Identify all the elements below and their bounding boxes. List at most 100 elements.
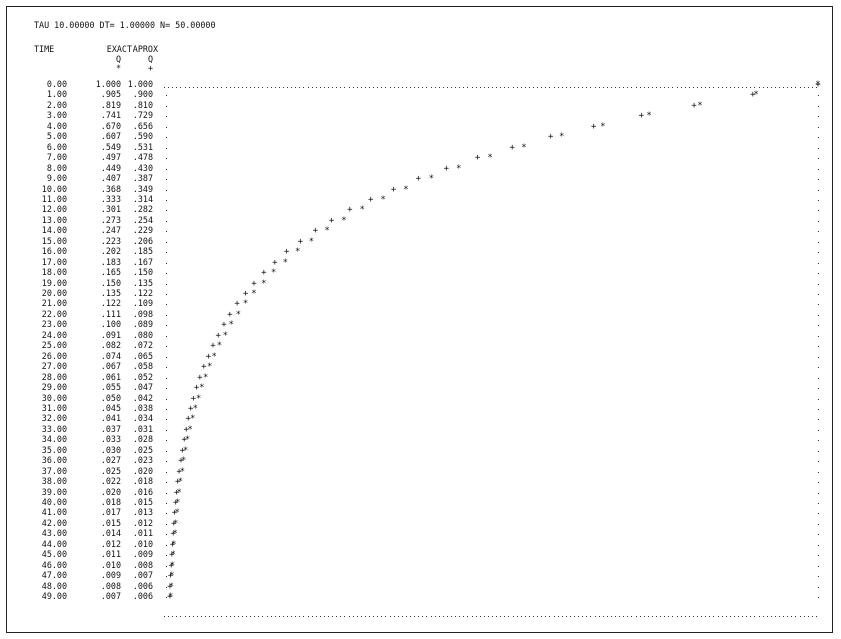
plot-border-dot-right: [818, 189, 819, 191]
exact-point: *: [173, 518, 179, 529]
plot-border-dot-left: [166, 523, 167, 525]
cell-aprox: .065: [132, 350, 153, 361]
plot-border-dot-bottom: [475, 616, 477, 617]
cell-exact: .122: [100, 298, 121, 309]
plot-border-dot-top: [434, 87, 436, 88]
cell-exact: .009: [100, 570, 121, 581]
plot-border-dot-bottom: [549, 616, 551, 617]
plot-border-dot-left: [166, 126, 167, 128]
exact-point: *: [190, 414, 196, 425]
cell-exact: .025: [100, 465, 121, 476]
plot-border-dot-bottom: [241, 616, 243, 617]
cell-time: 16.00: [41, 246, 67, 257]
plot-border-dot-top: [762, 87, 764, 88]
plot-border-dot-top: [225, 87, 227, 88]
plot-border-dot-bottom: [750, 616, 752, 617]
aprox-point: +: [590, 121, 597, 132]
cell-exact: .011: [100, 549, 121, 560]
col-time-header: TIME: [34, 44, 55, 54]
plot-border-dot-right: [818, 482, 819, 484]
plot-border-dot-top: [664, 87, 666, 88]
plot-border-dot-bottom: [705, 616, 707, 617]
plot-border-dot-bottom: [496, 616, 498, 617]
exact-point: *: [428, 174, 435, 185]
exact-point: *: [171, 539, 177, 550]
plot-border-dot-right: [818, 116, 819, 118]
cell-time: 44.00: [41, 538, 67, 549]
plot-border-dot-top: [451, 87, 452, 88]
cell-aprox: .007: [132, 570, 153, 581]
exact-point: *: [456, 163, 462, 174]
cell-aprox: .167: [132, 256, 153, 267]
plot-border-dot-bottom: [738, 616, 739, 617]
plot-border-dot-top: [278, 87, 280, 88]
cell-exact: .014: [100, 528, 121, 539]
plot-border-dot-right: [818, 231, 819, 233]
plot-border-dot-top: [188, 87, 190, 88]
plot-border-dot-top: [660, 87, 662, 88]
aprox-point: +: [170, 529, 176, 540]
exact-point: *: [646, 111, 652, 122]
cell-exact: .008: [100, 580, 121, 591]
cell-exact: .050: [100, 392, 121, 403]
cell-aprox: .023: [132, 455, 153, 466]
plot-border-dot-right: [818, 283, 819, 285]
cell-time: 2.00: [46, 99, 67, 110]
plot-border-dot-top: [647, 87, 649, 88]
cell-time: 28.00: [41, 371, 67, 382]
plot-border-dot-right: [818, 388, 819, 390]
exact-point: *: [174, 508, 180, 519]
plot-border-dot-bottom: [594, 616, 596, 617]
aprox-point: +: [261, 268, 267, 279]
aprox-point: +: [242, 289, 249, 299]
cell-time: 33.00: [41, 423, 67, 434]
plot-border-dot-top: [713, 87, 715, 88]
cell-aprox: .016: [132, 486, 153, 497]
plot-border-dot-bottom: [799, 616, 801, 617]
exact-point: *: [235, 309, 242, 320]
plot-border-dot-bottom: [774, 616, 776, 617]
plot-border-dot-top: [709, 87, 711, 88]
plot-border-dot-bottom: [803, 616, 805, 617]
plot-border-dot-top: [623, 87, 625, 88]
plot-border-dot-bottom: [205, 616, 206, 617]
exact-point: *: [175, 498, 181, 508]
plot-border-dot-top: [516, 87, 518, 88]
cell-exact: .030: [100, 444, 121, 455]
plot-border-dot-right: [818, 105, 819, 107]
aprox-point: +: [638, 111, 644, 122]
plot-border-dot-top: [766, 87, 768, 88]
plot-border-dot-top: [369, 87, 370, 88]
cell-aprox: .034: [132, 413, 153, 424]
plot-border-dot-bottom: [627, 616, 629, 617]
cell-time: 17.00: [41, 256, 67, 267]
plot-border-dot-left: [166, 158, 167, 160]
plot-border-dot-bottom: [668, 616, 670, 617]
cell-aprox: .015: [132, 497, 153, 507]
plot-border-dot-bottom: [315, 616, 317, 617]
aprox-point: +: [283, 247, 290, 258]
aprox-point: +: [312, 226, 318, 237]
plot-border-dot-top: [303, 87, 305, 88]
cell-time: 49.00: [41, 591, 67, 602]
plot-border-dot-bottom: [287, 616, 288, 617]
cell-exact: .037: [100, 423, 121, 434]
plot-border-dot-top: [758, 87, 760, 88]
plot-border-dot-bottom: [418, 616, 420, 617]
exact-point: *: [222, 330, 229, 341]
cell-exact: .027: [100, 455, 121, 466]
aprox-point: +: [368, 194, 374, 205]
exact-point: *: [324, 226, 330, 237]
plot-border-dot-left: [166, 210, 167, 212]
cell-aprox: .047: [132, 382, 153, 393]
plot-border-dot-top: [692, 87, 694, 88]
plot-border-dot-bottom: [672, 616, 674, 617]
plot-border-dot-top: [213, 87, 215, 88]
aprox-point: +: [205, 351, 212, 362]
plot-border-dot-bottom: [500, 616, 502, 617]
cell-aprox: .010: [132, 538, 153, 549]
plot-border-dot-top: [373, 87, 375, 88]
plot-border-dot-left: [166, 513, 167, 515]
plot-border-dot-right: [818, 544, 819, 546]
exact-point: *: [170, 550, 176, 561]
